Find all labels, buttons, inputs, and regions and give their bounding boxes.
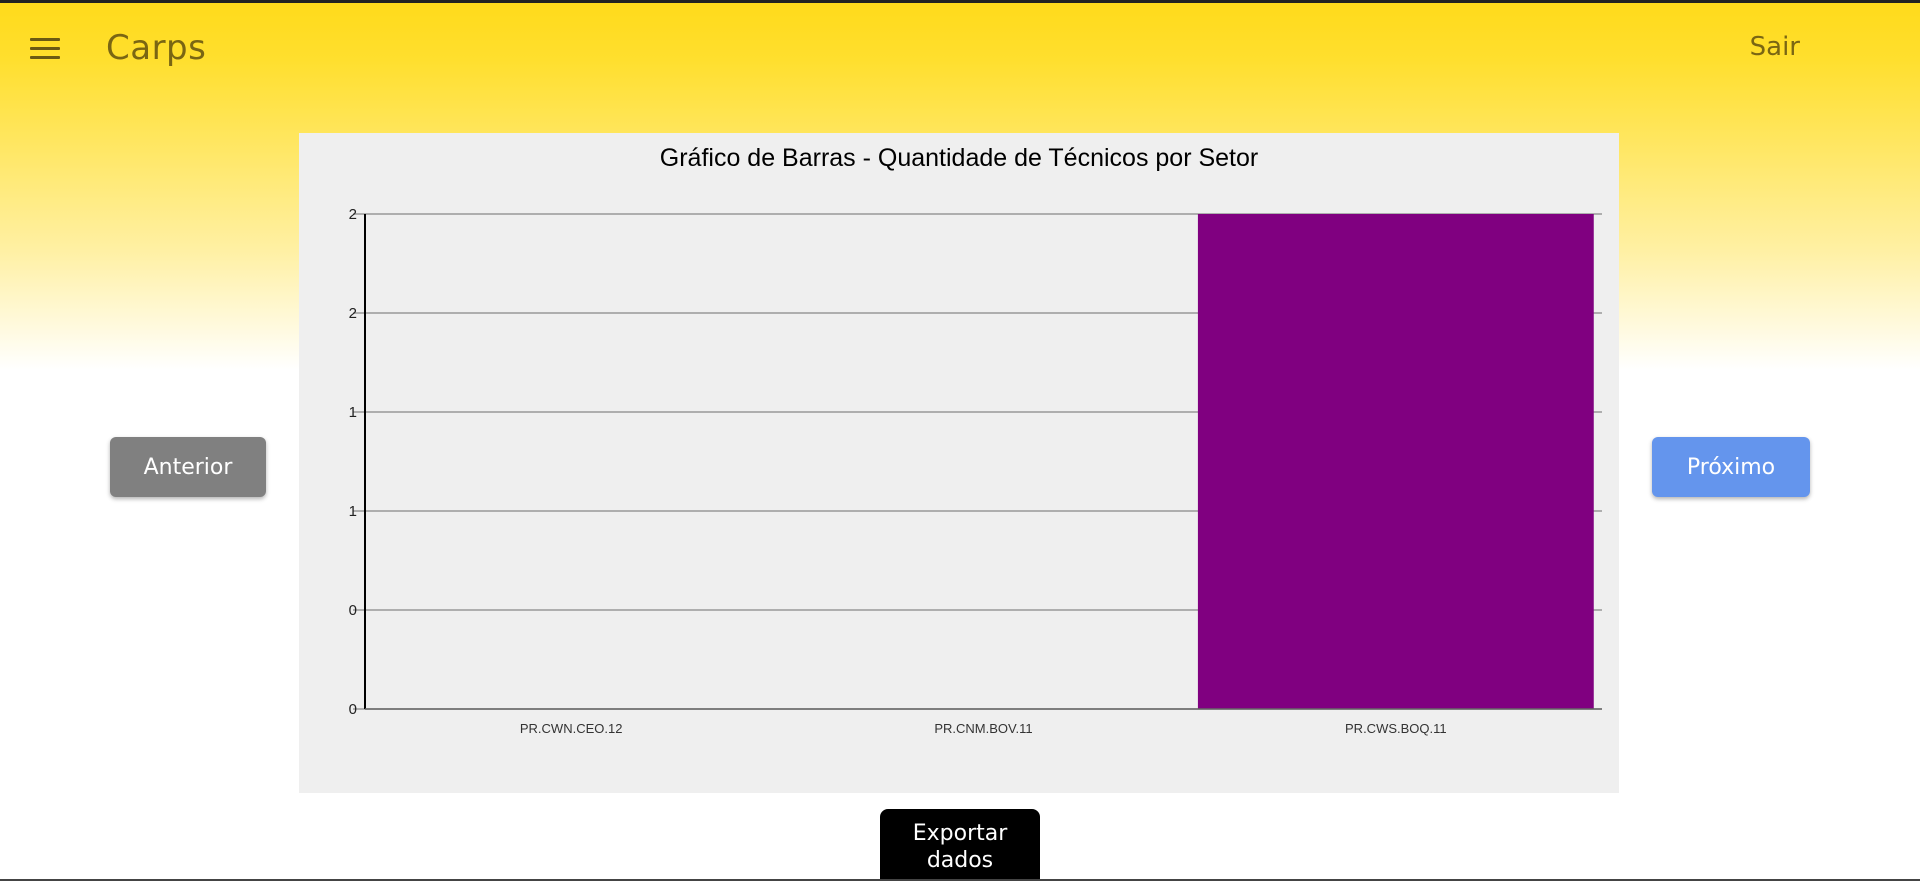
y-tick-label: 1 [349,503,357,520]
app-title: Carps [106,28,207,68]
hamburger-menu-icon[interactable] [30,38,60,60]
x-tick-label: PR.CNM.BOV.11 [934,721,1032,736]
bar-chart-panel: Gráfico de Barras - Quantidade de Técnic… [299,133,1619,793]
logout-button[interactable]: Sair [1749,32,1800,62]
next-button[interactable]: Próximo [1652,437,1810,497]
previous-button[interactable]: Anterior [110,437,266,497]
bar [1197,214,1594,709]
export-label-line1: Exportar [912,821,1008,846]
bar-chart: Gráfico de Barras - Quantidade de Técnic… [349,144,1602,736]
export-label-line2: dados [926,848,994,873]
x-tick-label: PR.CWS.BOQ.11 [1345,721,1447,736]
chart-title: Gráfico de Barras - Quantidade de Técnic… [660,144,1258,172]
bottom-border [0,879,1920,881]
y-tick-label: 0 [349,602,357,619]
y-tick-label: 1 [349,404,357,421]
y-tick-label: 2 [349,305,357,322]
x-tick-label: PR.CWN.CEO.12 [520,721,623,736]
y-tick-label: 0 [349,701,357,718]
top-border [0,0,1920,3]
y-tick-label: 2 [349,206,357,223]
export-data-button[interactable]: Exportar dados [880,809,1040,881]
